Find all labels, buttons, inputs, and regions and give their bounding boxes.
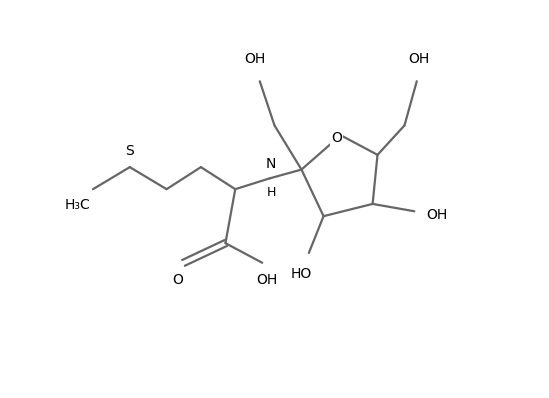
Text: O: O	[332, 131, 342, 145]
Text: H₃C: H₃C	[65, 198, 91, 212]
Text: S: S	[125, 144, 134, 158]
Text: N: N	[266, 157, 276, 171]
Text: OH: OH	[427, 208, 448, 222]
Text: HO: HO	[291, 267, 312, 281]
Text: O: O	[172, 273, 183, 287]
Text: H: H	[266, 186, 276, 199]
Text: OH: OH	[408, 52, 430, 66]
Text: OH: OH	[244, 52, 266, 66]
Text: OH: OH	[256, 273, 278, 287]
